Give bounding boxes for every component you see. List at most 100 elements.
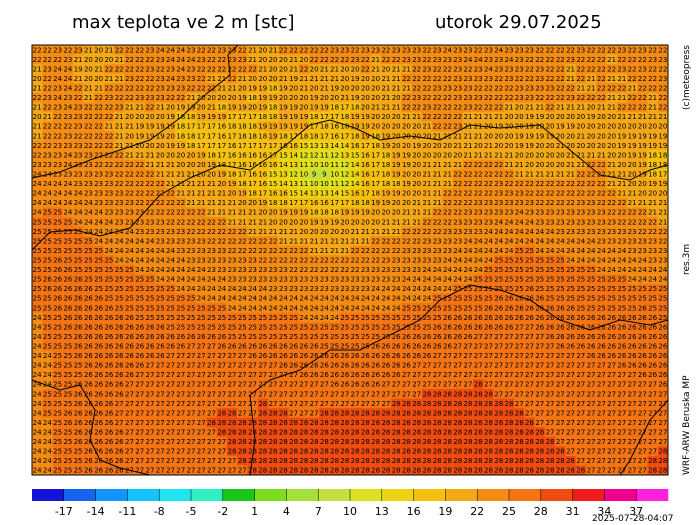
cell	[483, 140, 494, 151]
cell-value: 22	[207, 237, 216, 245]
cell-value: 26	[94, 314, 103, 322]
cell-value: 26	[392, 352, 401, 360]
cell	[165, 73, 176, 84]
cell-value: 24	[402, 295, 411, 303]
cell-value: 17	[197, 132, 206, 140]
cell-value: 12	[340, 170, 349, 178]
cell	[606, 169, 618, 180]
cell-value: 16	[248, 161, 257, 169]
cell	[298, 140, 310, 151]
cell-value: 20	[474, 142, 483, 150]
cell-value: 27	[135, 400, 144, 408]
cell	[257, 140, 269, 151]
cell-value: 19	[320, 218, 329, 226]
cell-value: 21	[412, 218, 421, 226]
cell-value: 26	[166, 333, 175, 341]
cell-value: 25	[125, 285, 134, 293]
cell-value: 25	[269, 323, 278, 331]
cell	[52, 169, 64, 180]
cell-value: 24	[505, 218, 514, 226]
cell-value: 24	[84, 209, 93, 217]
cell-value: 18	[228, 170, 237, 178]
cell-value: 24	[535, 247, 544, 255]
cell-value: 22	[443, 65, 452, 73]
cell-value: 24	[597, 266, 606, 274]
cell	[401, 54, 412, 65]
cell-value: 24	[63, 180, 72, 188]
cell-value: 23	[228, 56, 237, 64]
cell-value: 27	[197, 400, 206, 408]
cell-value: 24	[638, 276, 647, 284]
cell-value: 16	[361, 151, 370, 159]
cell-value: 21	[187, 180, 196, 188]
cell-value: 18	[269, 199, 278, 207]
cell-value: 27	[453, 352, 462, 360]
cell-value: 28	[494, 400, 503, 408]
cell-value: 21	[566, 151, 575, 159]
cell	[575, 140, 587, 151]
cell-value: 19	[381, 132, 390, 140]
cell-value: 27	[217, 381, 226, 389]
cell	[73, 121, 84, 132]
cell-value: 13	[289, 161, 298, 169]
cell-value: 22	[115, 161, 124, 169]
cell-value: 25	[187, 314, 196, 322]
cell-value: 14	[351, 170, 360, 178]
cell	[565, 159, 576, 170]
cell-value: 21	[412, 113, 421, 121]
cell-value: 25	[484, 295, 493, 303]
cell-value: 21	[587, 151, 596, 159]
cell-value: 11	[299, 161, 308, 169]
cell	[421, 64, 433, 74]
cell-value: 25	[617, 285, 626, 293]
cell-value: 25	[494, 256, 503, 264]
cell-value: 20	[505, 132, 514, 140]
cell-value: 23	[269, 266, 278, 274]
cell-value: 27	[535, 342, 544, 350]
cell-value: 23	[474, 75, 483, 83]
cell-value: 25	[63, 342, 72, 350]
cell-value: 19	[566, 123, 575, 131]
cell	[288, 83, 300, 94]
cell	[206, 102, 217, 113]
cell-value: 27	[433, 381, 442, 389]
cell-value: 23	[474, 209, 483, 217]
cell-value: 25	[53, 323, 62, 331]
cell	[103, 178, 115, 189]
cell-value: 23	[258, 276, 267, 284]
cell	[196, 169, 207, 180]
cell	[421, 54, 433, 65]
cell	[103, 102, 115, 113]
cell-value: 28	[371, 409, 380, 417]
cell	[278, 111, 289, 122]
cell-value: 26	[617, 352, 626, 360]
cell-value: 20	[597, 113, 606, 121]
cell-value: 23	[422, 237, 431, 245]
cell	[565, 150, 576, 160]
cell-value: 23	[197, 256, 206, 264]
cell-value: 24	[187, 285, 196, 293]
cell-value: 23	[63, 142, 72, 150]
cell	[247, 92, 258, 103]
cell	[185, 73, 197, 84]
cell-value: 17	[238, 142, 247, 150]
cell-value: 24	[166, 256, 175, 264]
cell	[114, 102, 125, 113]
cell-value: 25	[43, 209, 52, 217]
cell-value: 23	[320, 285, 329, 293]
cell-value: 27	[566, 381, 575, 389]
cell-value: 22	[546, 56, 555, 64]
cell-value: 20	[135, 142, 144, 150]
cell	[503, 140, 515, 151]
cell-value: 27	[146, 362, 155, 370]
cell	[585, 45, 597, 55]
cell-value: 23	[525, 209, 534, 217]
cell-value: 23	[638, 46, 647, 54]
cell-value: 26	[546, 323, 555, 331]
cell-value: 27	[135, 381, 144, 389]
cell-value: 25	[464, 304, 473, 312]
cell-value: 23	[433, 46, 442, 54]
cell	[196, 121, 207, 132]
cell	[278, 102, 289, 113]
cell-value: 27	[115, 409, 124, 417]
